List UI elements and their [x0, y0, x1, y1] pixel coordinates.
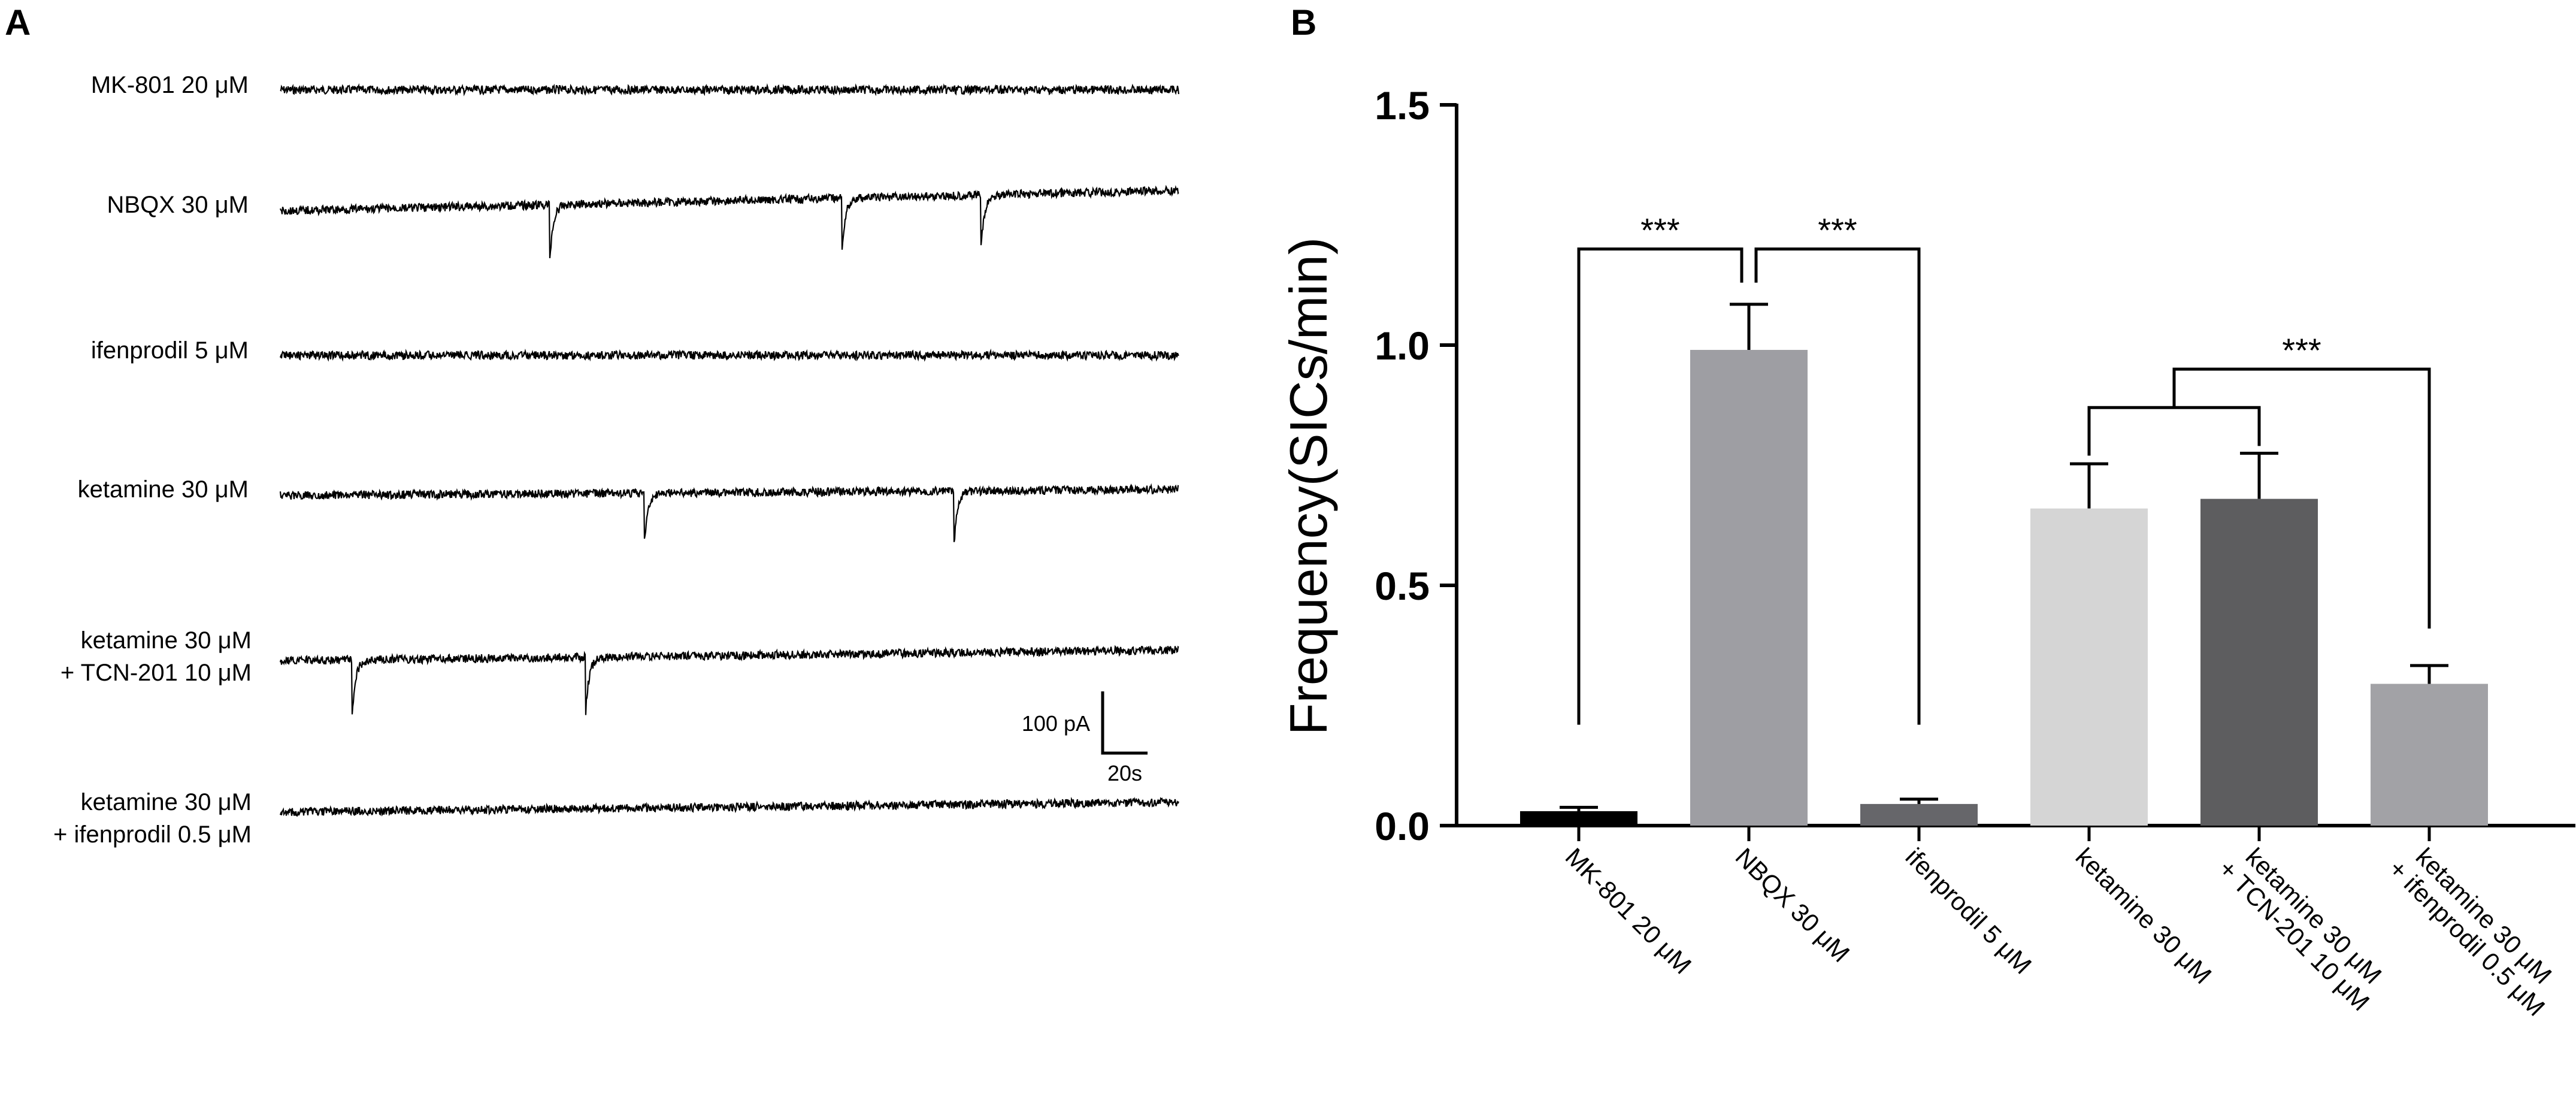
x-tick-label: ifenprodil 5 μM: [1900, 842, 2038, 980]
x-tick-label-line: NBQX 30 μM: [1730, 842, 1855, 968]
trace-line: [279, 483, 1179, 542]
trace-label: ifenprodil 5 μM: [91, 337, 249, 364]
sig-label: ***: [1640, 211, 1679, 249]
bar: [2030, 508, 2148, 826]
bar: [2371, 684, 2488, 826]
trace-label: ketamine 30 μM: [81, 789, 252, 815]
x-tick-label-text: ketamine 30 μM+ TCN-201 10 μM: [2213, 835, 2395, 1016]
bar: [1860, 803, 1978, 826]
y-tick-label: 1.5: [1375, 83, 1430, 128]
x-tick-label: NBQX 30 μM: [1730, 842, 1855, 968]
trace-row: ketamine 30 μM + TCN-201 10 μM: [60, 627, 1179, 715]
y-tick-label: 0.0: [1375, 804, 1430, 848]
trace-line: [279, 796, 1179, 817]
x-tick-label: ketamine 30 μM+ TCN-201 10 μM: [2213, 835, 2395, 1016]
trace-line: [279, 348, 1179, 362]
y-tick-label: 0.5: [1375, 564, 1430, 608]
x-tick-label-text: ketamine 30 μM: [2071, 842, 2217, 989]
trace-label: MK-801 20 μM: [91, 72, 249, 98]
trace-line: [280, 83, 1180, 96]
sig-label: ***: [1818, 211, 1857, 249]
y-tick-label: 1.0: [1375, 324, 1430, 368]
panel-a-label: A: [5, 2, 31, 43]
trace-label: + ifenprodil 0.5 μM: [53, 821, 252, 848]
x-tick-label-text: ifenprodil 5 μM: [1900, 842, 2038, 980]
panel-b-chart: B 0.0 0.5 1.0 1.5 Frequency(SICs/min) MK-801 …: [1279, 2, 2575, 1022]
trace-row: ketamine 30 μM: [78, 476, 1179, 542]
bar: [2200, 498, 2318, 826]
scale-bar-lines: [1101, 691, 1148, 755]
x-tick-label-text: MK-801 20 μM: [1560, 842, 1697, 980]
x-tick-label: ketamine 30 μM+ ifenprodil 0.5 μM: [2383, 835, 2570, 1022]
trace-label: NBQX 30 μM: [107, 192, 249, 218]
x-tick-label: MK-801 20 μM: [1560, 842, 1697, 980]
sig-bracket: [1577, 247, 1743, 725]
panel-a-traces: A MK-801 20 μM NBQX 30 μM ifenprodil 5 μM k…: [5, 2, 1180, 848]
trace-row: MK-801 20 μM: [91, 72, 1180, 98]
bar: [1520, 811, 1637, 826]
trace-label: ketamine 30 μM: [78, 476, 249, 503]
y-axis-title: Frequency(SICs/min): [1279, 237, 1338, 735]
bar: [1690, 350, 1808, 826]
trace-line: [279, 645, 1179, 715]
bar-chart: 0.0 0.5 1.0 1.5 Frequency(SICs/min) MK-801 20…: [1279, 83, 2575, 1022]
sig-bracket: [2172, 367, 2431, 629]
sig-bracket: [1754, 247, 1921, 725]
trace-row: ketamine 30 μM + ifenprodil 0.5 μM: [53, 789, 1179, 848]
x-tick-label-line: ketamine 30 μM: [2071, 842, 2217, 989]
scale-bar-y-label: 100 pA: [1022, 711, 1090, 736]
trace-row: NBQX 30 μM: [107, 185, 1179, 259]
scale-bar: 100 pA 20s: [1022, 691, 1148, 785]
significance-brackets: *** *** ***: [1577, 211, 2431, 725]
panel-b-label: B: [1291, 2, 1316, 43]
x-tick-label-text: ketamine 30 μM+ ifenprodil 0.5 μM: [2383, 835, 2570, 1022]
trace-row: ifenprodil 5 μM: [91, 337, 1179, 364]
x-tick-label-line: ifenprodil 5 μM: [1900, 842, 2038, 980]
traces-layer: MK-801 20 μM NBQX 30 μM ifenprodil 5 μM ket…: [53, 72, 1180, 848]
x-tick-label: ketamine 30 μM: [2071, 842, 2217, 989]
trace-line: [279, 185, 1179, 259]
x-tick-label-line: MK-801 20 μM: [1560, 842, 1697, 980]
trace-label: + TCN-201 10 μM: [60, 660, 252, 686]
sig-label: ***: [2282, 331, 2321, 369]
sig-bracket-inner: [2087, 406, 2261, 456]
trace-label: ketamine 30 μM: [81, 627, 252, 654]
x-tick-label-text: NBQX 30 μM: [1730, 842, 1855, 968]
scale-bar-x-label: 20s: [1107, 761, 1142, 785]
